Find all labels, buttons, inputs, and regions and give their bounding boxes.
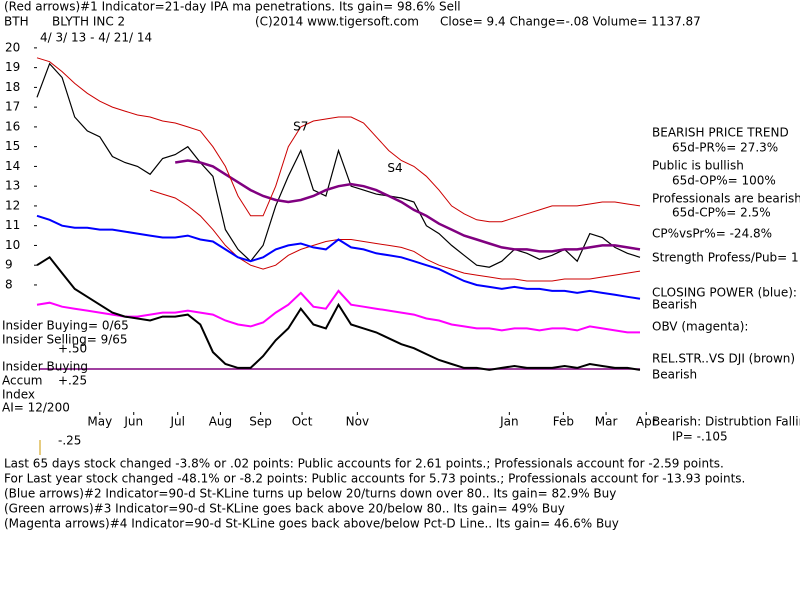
indicator-text: 65d-OP%= 100%: [672, 174, 776, 188]
x-tick-label: Jan: [499, 415, 519, 429]
indicator-text: REL.STR..VS DJI (brown): [652, 352, 795, 366]
y-tick-label: 19: [5, 60, 20, 74]
y-tick-label: 16: [5, 119, 20, 133]
annotation: S4: [387, 161, 402, 175]
side-label: Index: [2, 388, 35, 402]
side-label: Insider Selling= 9/65: [2, 333, 128, 347]
y-tick-label: 9: [5, 258, 13, 272]
series-line: [36, 289, 640, 334]
footer-line: Last 65 days stock changed -3.8% or .02 …: [4, 457, 724, 471]
indicator-text: Public is bullish: [652, 159, 744, 173]
quote: Close= 9.4 Change=-.08 Volume= 1137.87: [440, 15, 701, 29]
indicator-text: IP= -.105: [672, 430, 728, 444]
indicator-text: CP%vsPr%= -24.8%: [652, 227, 772, 241]
dates: 4/ 3/ 13 - 4/ 21/ 14: [40, 31, 152, 45]
indicator-text: Bearish: Distrubtion Falling: [652, 415, 800, 429]
indicator-text: Bearish: [652, 368, 697, 382]
series-line: [36, 255, 641, 371]
indicator-text: Strength Profess/Pub= 1: [652, 251, 799, 265]
series-line: [175, 159, 641, 253]
x-tick-label: Aug: [209, 415, 232, 429]
indicator-text: 65d-CP%= 2.5%: [672, 206, 771, 220]
indicator-text: Bearish: [652, 298, 697, 312]
x-tick-label: May: [87, 415, 112, 429]
side-label: Accum: [2, 374, 43, 388]
copyright: (C)2014 www.tigersoft.com: [255, 15, 419, 29]
y-tick-label: 20: [5, 40, 20, 54]
y-tick-label: 12: [5, 198, 20, 212]
footer-line: (Magenta arrows)#4 Indicator=90-d St-KLi…: [4, 517, 619, 531]
series-line: [36, 214, 641, 300]
footer-line: (Green arrows)#3 Indicator=90-d St-KLine…: [4, 502, 565, 516]
x-tick-label: Jun: [123, 415, 143, 429]
indicator-text: OBV (magenta):: [652, 320, 748, 334]
indicator-text: Professionals are bearish: [652, 192, 800, 206]
indicator-text: 65d-PR%= 27.3%: [672, 141, 778, 155]
side-label: -.25: [58, 434, 81, 448]
ticker: BTH: [4, 15, 29, 29]
x-tick-label: Nov: [346, 415, 369, 429]
company: BLYTH INC 2: [52, 15, 125, 29]
series-line: [36, 57, 641, 223]
x-tick-label: Mar: [595, 415, 618, 429]
y-tick-label: 11: [5, 218, 20, 232]
indicator-text: CLOSING POWER (blue):: [652, 286, 797, 300]
x-tick-label: Oct: [292, 415, 313, 429]
x-tick-label: Sep: [249, 415, 272, 429]
y-tick-label: 13: [5, 179, 20, 193]
indicator-text: BEARISH PRICE TREND: [652, 126, 789, 140]
footer: Last 65 days stock changed -3.8% or .02 …: [4, 457, 745, 531]
y-tick-label: 18: [5, 80, 20, 94]
side-label: +.50: [58, 342, 87, 356]
x-tick-label: Apr: [636, 415, 657, 429]
y-tick-label: 8: [5, 277, 13, 291]
side-label: +.25: [58, 374, 87, 388]
y-tick-label: 10: [5, 238, 20, 252]
side-label: Insider Buying= 0/65: [2, 319, 129, 333]
series-line: [149, 189, 641, 282]
footer-line: (Blue arrows)#2 Indicator=90-d St-KLine …: [4, 487, 616, 501]
x-tick-label: Feb: [553, 415, 574, 429]
footer-line: For Last year stock changed -48.1% or -8…: [4, 472, 745, 486]
annotation: S7: [293, 119, 308, 133]
series-line: [36, 62, 641, 268]
y-tick-label: 15: [5, 139, 20, 153]
x-tick-label: Jul: [169, 415, 184, 429]
y-tick-label: 17: [5, 100, 20, 114]
side-label: AI= 12/200: [2, 401, 70, 415]
header-top: (Red arrows)#1 Indicator=21-day IPA ma p…: [4, 0, 461, 14]
side-label: Insider Buying: [2, 360, 88, 374]
y-tick-label: 14: [5, 159, 20, 173]
